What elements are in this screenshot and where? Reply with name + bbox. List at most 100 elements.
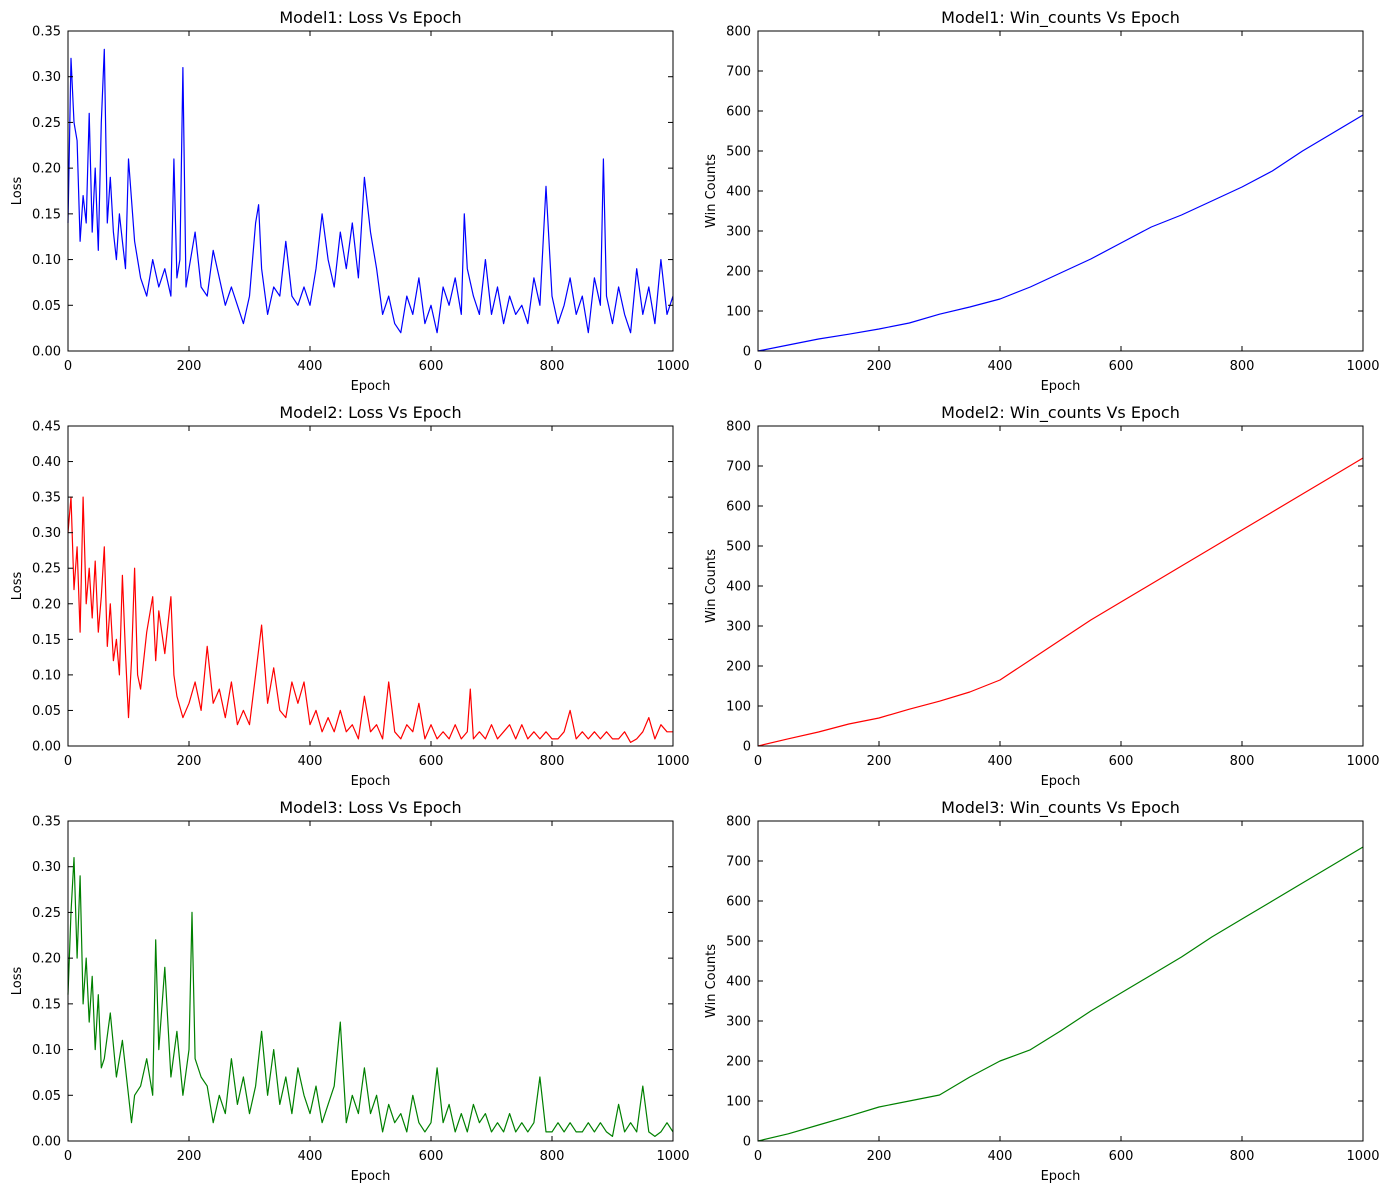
y-tick-label: 0.20 <box>32 952 61 967</box>
y-tick-label: 0 <box>743 345 751 360</box>
x-axis-title: Epoch <box>1041 1169 1081 1184</box>
y-tick-label: 0.20 <box>32 597 61 612</box>
y-tick-label: 200 <box>726 1055 751 1070</box>
y-tick-label: 800 <box>726 25 751 40</box>
y-tick-label: 0.35 <box>32 25 61 40</box>
series-line-1 <box>67 496 673 744</box>
x-tick-label: 600 <box>1109 754 1134 769</box>
y-tick-label: 700 <box>726 65 751 80</box>
x-tick-label: 200 <box>177 754 202 769</box>
x-tick-label: 1000 <box>1346 754 1379 769</box>
x-tick-label: 200 <box>867 359 892 374</box>
y-tick-label: 0.35 <box>32 491 61 506</box>
x-tick-label: 800 <box>1230 1149 1255 1164</box>
chart-title: Model3: Loss Vs Epoch <box>279 798 461 817</box>
y-tick-label: 500 <box>726 935 751 950</box>
y-tick-label: 0.25 <box>32 906 61 921</box>
chart-title: Model1: Win_counts Vs Epoch <box>941 8 1180 28</box>
series-line-1 <box>757 114 1364 352</box>
x-tick-label: 0 <box>64 754 72 769</box>
plot-frame <box>67 820 674 1142</box>
y-tick-label: 0.10 <box>32 668 61 683</box>
y-axis-title: Win Counts <box>704 944 719 1018</box>
x-tick-label: 800 <box>1230 359 1255 374</box>
y-tick-label: 0.25 <box>32 562 61 577</box>
x-tick-label: 400 <box>988 359 1013 374</box>
y-axis-title: Win Counts <box>704 154 719 228</box>
y-tick-label: 700 <box>726 855 751 870</box>
y-tick-label: 600 <box>726 895 751 910</box>
y-tick-label: 500 <box>726 540 751 555</box>
x-tick-label: 400 <box>298 754 323 769</box>
y-tick-label: 400 <box>726 975 751 990</box>
y-tick-label: 300 <box>726 1015 751 1030</box>
y-tick-label: 0.00 <box>32 740 61 755</box>
x-tick-label: 800 <box>540 359 565 374</box>
x-tick-label: 400 <box>988 754 1013 769</box>
y-tick-label: 0.30 <box>32 860 61 875</box>
series-line-1 <box>757 846 1364 1142</box>
x-tick-label: 1000 <box>1346 1149 1379 1164</box>
chart-panel-3: 0 200 400 600 800 1000 0.00 0.05 0.10 0.15 0.20 0.2… <box>10 403 690 789</box>
x-tick-label: 200 <box>177 359 202 374</box>
x-tick-label: 600 <box>1109 1149 1134 1164</box>
x-tick-label: 1000 <box>1346 359 1379 374</box>
y-tick-label: 0.05 <box>32 704 61 719</box>
x-tick-label: 200 <box>867 754 892 769</box>
chart-panel-6: 0 200 400 600 800 1000 0 100 200 300 400 500 600 700 8… <box>704 798 1380 1184</box>
x-tick-label: 1000 <box>656 359 689 374</box>
x-tick-label: 0 <box>64 359 72 374</box>
plot-frame <box>757 820 1364 1142</box>
y-tick-label: 0.05 <box>32 299 61 314</box>
x-tick-label: 600 <box>1109 359 1134 374</box>
x-tick-label: 600 <box>419 1149 444 1164</box>
y-tick-label: 0.00 <box>32 1135 61 1150</box>
x-axis-title: Epoch <box>1041 379 1081 394</box>
y-tick-label: 300 <box>726 620 751 635</box>
x-tick-label: 400 <box>298 359 323 374</box>
y-tick-label: 100 <box>726 1095 751 1110</box>
x-tick-label: 800 <box>1230 754 1255 769</box>
y-tick-label: 0.40 <box>32 455 61 470</box>
x-tick-label: 400 <box>298 1149 323 1164</box>
x-tick-label: 200 <box>177 1149 202 1164</box>
y-axis-title: Loss <box>10 967 25 996</box>
y-tick-label: 0.00 <box>32 345 61 360</box>
y-tick-label: 0.30 <box>32 70 61 85</box>
y-tick-label: 0.15 <box>32 633 61 648</box>
y-tick-label: 600 <box>726 500 751 515</box>
y-tick-label: 100 <box>726 700 751 715</box>
chart-panel-2: 0 200 400 600 800 1000 0 100 200 300 400 500 600 700 8… <box>704 8 1380 394</box>
y-tick-label: 100 <box>726 305 751 320</box>
y-tick-label: 0.25 <box>32 116 61 131</box>
y-tick-label: 0.10 <box>32 253 61 268</box>
chart-title: Model1: Loss Vs Epoch <box>279 8 461 27</box>
y-tick-label: 800 <box>726 420 751 435</box>
y-tick-label: 0.45 <box>32 420 61 435</box>
y-axis-title: Loss <box>10 177 25 206</box>
y-tick-label: 0.15 <box>32 207 61 222</box>
x-tick-label: 0 <box>754 754 762 769</box>
y-tick-label: 0.05 <box>32 1089 61 1104</box>
y-tick-label: 0.30 <box>32 526 61 541</box>
x-tick-label: 1000 <box>656 754 689 769</box>
x-axis-title: Epoch <box>351 774 391 789</box>
x-tick-label: 0 <box>64 1149 72 1164</box>
y-tick-label: 0.10 <box>32 1043 61 1058</box>
y-tick-label: 800 <box>726 815 751 830</box>
y-tick-label: 300 <box>726 225 751 240</box>
x-tick-label: 800 <box>540 1149 565 1164</box>
y-tick-label: 700 <box>726 460 751 475</box>
y-tick-label: 400 <box>726 580 751 595</box>
plot-frame <box>67 425 674 747</box>
x-axis-title: Epoch <box>1041 774 1081 789</box>
chart-title: Model2: Win_counts Vs Epoch <box>941 403 1180 423</box>
chart-panel-1: 0 200 400 600 800 1000 0.00 0.05 0.10 0.15 0.20 0.2… <box>10 8 690 394</box>
x-tick-label: 600 <box>419 754 444 769</box>
x-axis-title: Epoch <box>351 1169 391 1184</box>
y-tick-label: 200 <box>726 265 751 280</box>
plot-frame <box>757 30 1364 352</box>
x-tick-label: 1000 <box>656 1149 689 1164</box>
x-axis-title: Epoch <box>351 379 391 394</box>
